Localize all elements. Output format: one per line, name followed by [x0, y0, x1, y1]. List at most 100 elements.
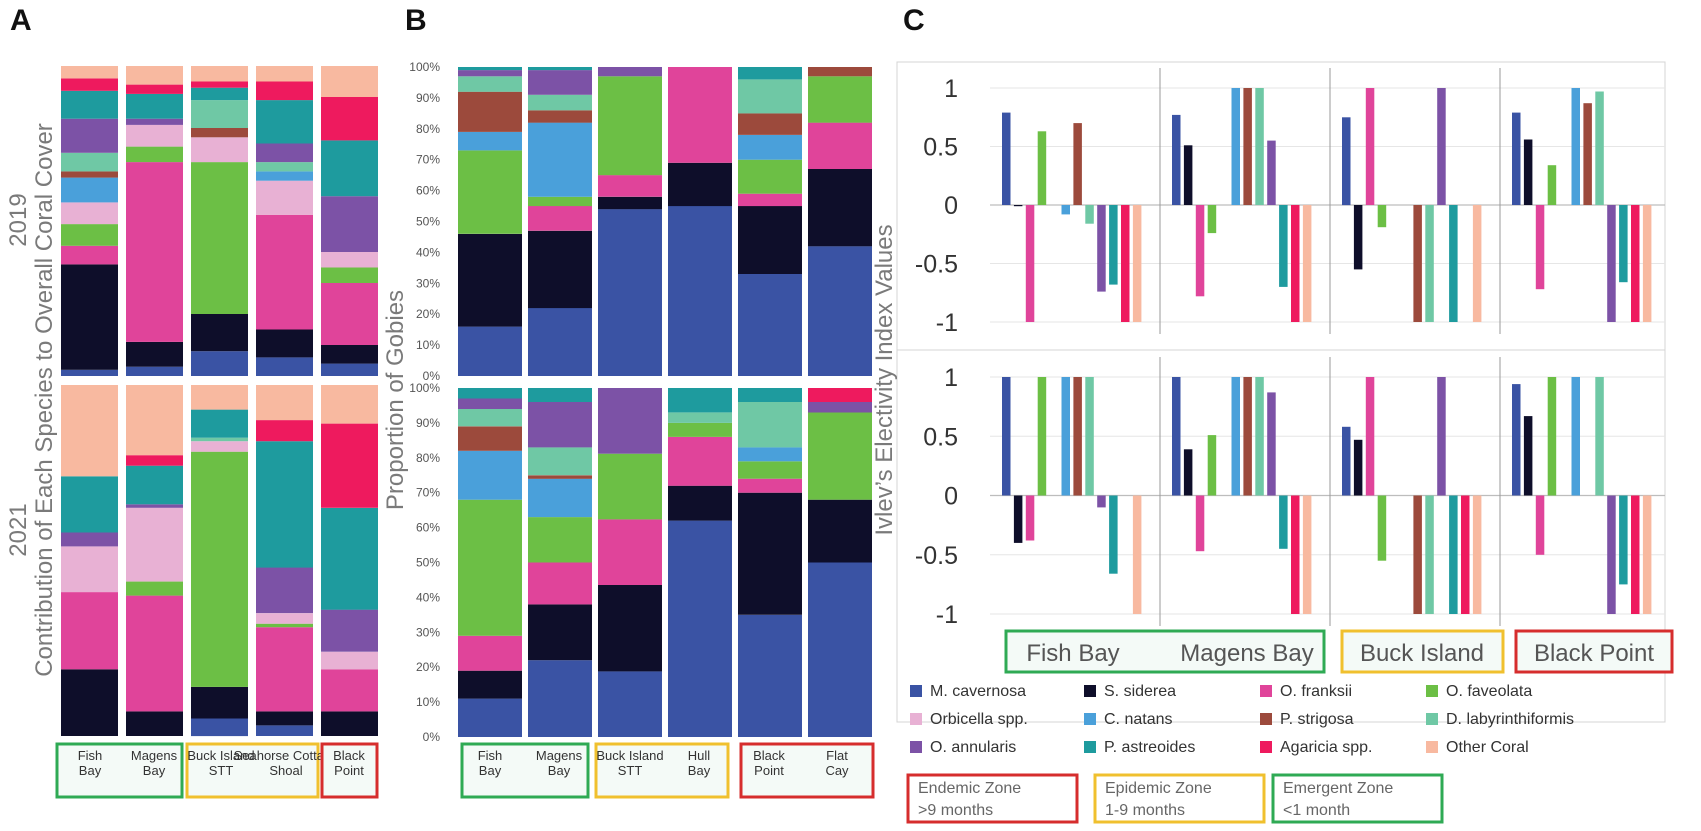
panel-c-2021-bar-fish-bay-o-annularis [1097, 495, 1106, 508]
panel-c-2021-bar-buck-island-d-labyrinthiformis [1425, 495, 1434, 614]
panel-b-2021-ytick: 30% [416, 625, 440, 639]
panel-a-2019-bar-fish-bay-other-coral [61, 66, 118, 79]
panel-b-2019-bar-fish-bay-s-siderea [458, 233, 522, 327]
panel-c-2021-bar-fish-bay-d-labyrinthiformis [1085, 377, 1094, 496]
panel-b-2021-ytick: 50% [416, 556, 440, 570]
zone-legend-duration-endemic-zone: >9 months [918, 802, 993, 819]
panel-b-2021-bar-fish-bay-o-annularis [458, 398, 522, 409]
panel-b-2019-bar-fish-bay-o-faveolata [458, 150, 522, 234]
panel-c-2021-ytick: 0.5 [923, 423, 958, 451]
legend: M. cavernosa S. siderea O. franksii O. fave… [906, 683, 1574, 824]
panel-b-2019-bar-buck-island-stt-s-siderea [598, 196, 662, 210]
panel-b-2021-ytick: 20% [416, 660, 440, 674]
panel-b-2019-bar-black-point-o-franksii [738, 193, 802, 207]
zone-legend-duration-emergent-zone: <1 month [1283, 802, 1350, 819]
panel-b-2021-bar-flat-cay-o-faveolata [808, 412, 872, 500]
panel-c-2019-bar-fish-bay-d-labyrinthiformis [1085, 205, 1094, 224]
panel-b-2019-bar-hull-bay-m-cavernosa [668, 206, 732, 376]
panel-c-2021-bar-black-point-agaricia-spp [1631, 495, 1640, 614]
panel-b-2019-ytick: 70% [416, 153, 440, 167]
panel-a-2021-bar-fish-bay-p-astreoides [61, 476, 118, 533]
site-label-flat-cay: Flat Cay [825, 748, 849, 778]
panel-c-2019-bar-fish-bay-other-coral [1132, 205, 1142, 322]
panel-a-2019-bar-fish-bay-orbicella-spp [61, 202, 118, 225]
zone-legend-duration-epidemic-zone: 1-9 months [1105, 802, 1185, 819]
panel-b-2021-bar-buck-island-stt-o-franksii [598, 519, 662, 585]
legend-swatch-o-faveolata [1426, 685, 1438, 697]
panel-a-2021-bar-seahorse-cottage-shoal-orbicella-spp [256, 613, 313, 624]
panel-b-2019-bar-fish-bay-m-cavernosa [458, 326, 522, 376]
panel-b-2021-bar-magens-bay-d-labyrinthiformis [528, 447, 592, 476]
panel-b-2021-bar-buck-island-stt-o-annularis [598, 388, 662, 454]
panel-c-2021-bar-magens-bay-other-coral [1302, 495, 1312, 614]
panel-c-2021-bar-fish-bay-other-coral [1132, 495, 1142, 614]
panel-c-2021-bar-buck-island-s-siderea [1353, 439, 1363, 496]
panel-c-2019-bar-black-point-p-astreoides [1619, 205, 1628, 283]
panel-c-site-label-magens-bay: Magens Bay [1180, 640, 1313, 667]
panel-a-2019-bar-seahorse-cottage-shoal-s-siderea [256, 329, 313, 358]
panel-a-2021-bar-black-point-s-siderea [321, 711, 378, 736]
panel-b-2019-bar-magens-bay-o-faveolata [528, 196, 592, 207]
panel-a-2021-bar-black-point-other-coral [321, 385, 378, 424]
panel-c-2021-bar-fish-bay-m-cavernosa [1002, 377, 1011, 496]
panel-a-2019-bar-buck-island-stt-agaricia-spp [191, 81, 248, 88]
panel-a-2019-bar-seahorse-cottage-shoal-other-coral [256, 66, 313, 82]
panel-b-2021-bar-magens-bay-c-natans [528, 478, 592, 518]
panel-c-2019-bar-black-point-o-faveolata [1547, 165, 1557, 205]
panel-a-2019-bar-black-point-o-annularis [321, 196, 378, 252]
panel-c-2019-bar-magens-bay-o-faveolata [1207, 205, 1217, 234]
panel-a-2019-bar-black-point-p-astreoides [321, 140, 378, 197]
panel-b-2019-ytick: 20% [416, 307, 440, 321]
panel-a-2019-bar-seahorse-cottage-shoal-o-franksii [256, 214, 313, 330]
panel-c-2019-ytick: 0 [944, 192, 958, 220]
panel-a-2021-bar-fish-bay-other-coral [61, 385, 118, 477]
panel-c-site-label-fish-bay: Fish Bay [1026, 640, 1119, 667]
panel-b-2021-bar-hull-bay-m-cavernosa [668, 520, 732, 737]
panel-a-2019-bar-seahorse-cottage-shoal-c-natans [256, 171, 313, 181]
panel-c-2019-bar-black-point-m-cavernosa [1512, 112, 1521, 205]
panel-a-2019-bar-fish-bay-s-siderea [61, 264, 118, 370]
panel-a-2019-bar-seahorse-cottage-shoal-p-astreoides [256, 100, 313, 144]
panel-a-2019-bar-black-point-s-siderea [321, 345, 378, 364]
panel-b-2021-bar-fish-bay-d-labyrinthiformis [458, 408, 522, 427]
panel-b-2019-bar-buck-island-stt-o-franksii [598, 175, 662, 197]
panel-c-2021-bar-buck-island-o-annularis [1437, 377, 1446, 496]
panel-a-2021-bar-black-point-o-annularis [321, 609, 378, 652]
panel-c-2019-bar-magens-bay-other-coral [1302, 205, 1312, 322]
panel-c-2021-bar-black-point-s-siderea [1523, 416, 1533, 496]
panel-c-2021-bar-black-point-p-astreoides [1619, 495, 1628, 585]
panel-c-2019-bar-magens-bay-c-natans [1231, 88, 1240, 205]
panel-b-2021-bar-flat-cay-agaricia-spp [808, 388, 872, 402]
panel-c-2021-bar-magens-bay-o-annularis [1267, 392, 1276, 496]
panel-a-2019-bar-fish-bay-o-annularis [61, 118, 118, 153]
legend-swatch-o-annularis [910, 741, 922, 753]
panel-b-2019-ytick: 30% [416, 276, 440, 290]
panel-a-2019-bar-magens-bay-o-faveolata [126, 146, 183, 163]
panel-c-2019-bar-buck-island-o-faveolata [1377, 205, 1387, 228]
legend-swatch-c-natans [1084, 713, 1096, 725]
panel-c-2021-bar-magens-bay-o-faveolata [1207, 435, 1217, 496]
panel-c-2019-bar-black-point-agaricia-spp [1631, 205, 1640, 322]
panel-c-2021-bar-magens-bay-agaricia-spp [1291, 495, 1300, 614]
panel-a-2021-bar-black-point-p-astreoides [321, 507, 378, 610]
panel-c-2019-bar-buck-island-p-astreoides [1449, 205, 1458, 322]
legend-label-c-natans: C. natans [1104, 711, 1172, 728]
panel-b-2021-bar-magens-bay-p-astreoides [528, 388, 592, 402]
panel-a-2019-bar-black-point-other-coral [321, 66, 378, 97]
panel-a-2021-bar-seahorse-cottage-shoal-o-annularis [256, 567, 313, 614]
panel-c-2019-ytick: -1 [936, 309, 958, 337]
panel-c-2021-bar-black-point-m-cavernosa [1512, 384, 1521, 496]
panel-b-2019-bar-fish-bay-p-astreoides [458, 67, 522, 71]
panel-c-2021-bar-fish-bay-c-natans [1061, 377, 1070, 496]
panel-c-2021-bar-magens-bay-m-cavernosa [1172, 377, 1181, 496]
panel-b-charts: 0%10%20%30%40%50%60%70%80%90%100%0%10%20… [409, 60, 875, 799]
panel-b-2021-bar-black-point-o-franksii [738, 478, 802, 493]
panel-a-2021-bar-fish-bay-s-siderea [61, 669, 118, 736]
panel-c-2019-bar-fish-bay-m-cavernosa [1002, 112, 1011, 205]
site-label-fish-bay: Fish Bay [478, 748, 503, 778]
panel-b-2019-bar-magens-bay-o-franksii [528, 206, 592, 231]
panel-a-2021-bar-buck-island-stt-s-siderea [191, 686, 248, 719]
legend-swatch-s-siderea [1084, 685, 1096, 697]
panel-a-year-2019: 2019 [5, 193, 32, 246]
